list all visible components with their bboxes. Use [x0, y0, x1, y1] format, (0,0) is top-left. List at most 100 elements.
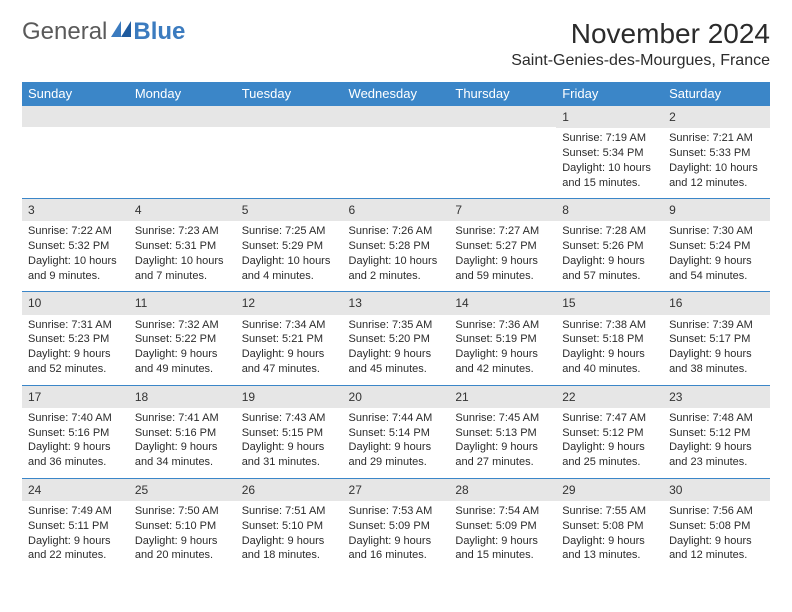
- sunrise-text: Sunrise: 7:34 AM: [242, 318, 337, 333]
- day-number: 30: [663, 479, 770, 501]
- sunrise-text: Sunrise: 7:36 AM: [455, 318, 550, 333]
- calendar-table: SundayMondayTuesdayWednesdayThursdayFrid…: [22, 82, 770, 571]
- daylight-text: Daylight: 9 hours and 54 minutes.: [669, 254, 764, 284]
- day-details: Sunrise: 7:28 AMSunset: 5:26 PMDaylight:…: [556, 221, 663, 291]
- day-number: 2: [663, 106, 770, 128]
- sunrise-text: Sunrise: 7:55 AM: [562, 504, 657, 519]
- sunrise-text: Sunrise: 7:53 AM: [349, 504, 444, 519]
- calendar-day-cell: .: [129, 106, 236, 199]
- daylight-text: Daylight: 9 hours and 13 minutes.: [562, 534, 657, 564]
- day-details: Sunrise: 7:49 AMSunset: 5:11 PMDaylight:…: [22, 501, 129, 571]
- sunset-text: Sunset: 5:09 PM: [455, 519, 550, 534]
- sunrise-text: Sunrise: 7:44 AM: [349, 411, 444, 426]
- day-number: 20: [343, 386, 450, 408]
- calendar-day-cell: 3Sunrise: 7:22 AMSunset: 5:32 PMDaylight…: [22, 199, 129, 292]
- calendar-day-cell: 14Sunrise: 7:36 AMSunset: 5:19 PMDayligh…: [449, 292, 556, 385]
- sunset-text: Sunset: 5:26 PM: [562, 239, 657, 254]
- calendar-day-cell: 24Sunrise: 7:49 AMSunset: 5:11 PMDayligh…: [22, 478, 129, 571]
- day-details: Sunrise: 7:39 AMSunset: 5:17 PMDaylight:…: [663, 315, 770, 385]
- sunrise-text: Sunrise: 7:48 AM: [669, 411, 764, 426]
- sunset-text: Sunset: 5:33 PM: [669, 146, 764, 161]
- day-details: Sunrise: 7:27 AMSunset: 5:27 PMDaylight:…: [449, 221, 556, 291]
- calendar-day-cell: 1Sunrise: 7:19 AMSunset: 5:34 PMDaylight…: [556, 106, 663, 199]
- day-details: Sunrise: 7:50 AMSunset: 5:10 PMDaylight:…: [129, 501, 236, 571]
- daylight-text: Daylight: 9 hours and 16 minutes.: [349, 534, 444, 564]
- daylight-text: Daylight: 9 hours and 47 minutes.: [242, 347, 337, 377]
- daylight-text: Daylight: 9 hours and 29 minutes.: [349, 440, 444, 470]
- day-details: Sunrise: 7:21 AMSunset: 5:33 PMDaylight:…: [663, 128, 770, 198]
- day-details: Sunrise: 7:45 AMSunset: 5:13 PMDaylight:…: [449, 408, 556, 478]
- calendar-day-cell: .: [236, 106, 343, 199]
- sunrise-text: Sunrise: 7:40 AM: [28, 411, 123, 426]
- calendar-head: SundayMondayTuesdayWednesdayThursdayFrid…: [22, 82, 770, 106]
- calendar-week-row: 10Sunrise: 7:31 AMSunset: 5:23 PMDayligh…: [22, 292, 770, 385]
- day-details: Sunrise: 7:25 AMSunset: 5:29 PMDaylight:…: [236, 221, 343, 291]
- day-details: Sunrise: 7:23 AMSunset: 5:31 PMDaylight:…: [129, 221, 236, 291]
- calendar-day-cell: 5Sunrise: 7:25 AMSunset: 5:29 PMDaylight…: [236, 199, 343, 292]
- day-details: Sunrise: 7:56 AMSunset: 5:08 PMDaylight:…: [663, 501, 770, 571]
- day-details: Sunrise: 7:44 AMSunset: 5:14 PMDaylight:…: [343, 408, 450, 478]
- calendar-day-cell: 22Sunrise: 7:47 AMSunset: 5:12 PMDayligh…: [556, 385, 663, 478]
- sunset-text: Sunset: 5:15 PM: [242, 426, 337, 441]
- day-number: 4: [129, 199, 236, 221]
- day-number: 28: [449, 479, 556, 501]
- sunset-text: Sunset: 5:12 PM: [562, 426, 657, 441]
- daylight-text: Daylight: 10 hours and 7 minutes.: [135, 254, 230, 284]
- daylight-text: Daylight: 9 hours and 34 minutes.: [135, 440, 230, 470]
- daylight-text: Daylight: 9 hours and 27 minutes.: [455, 440, 550, 470]
- calendar-day-cell: 10Sunrise: 7:31 AMSunset: 5:23 PMDayligh…: [22, 292, 129, 385]
- daylight-text: Daylight: 9 hours and 42 minutes.: [455, 347, 550, 377]
- daylight-text: Daylight: 9 hours and 22 minutes.: [28, 534, 123, 564]
- day-number: 12: [236, 292, 343, 314]
- title-block: November 2024 Saint-Genies-des-Mourgues,…: [511, 18, 770, 70]
- daylight-text: Daylight: 9 hours and 45 minutes.: [349, 347, 444, 377]
- calendar-day-cell: 17Sunrise: 7:40 AMSunset: 5:16 PMDayligh…: [22, 385, 129, 478]
- day-number: 15: [556, 292, 663, 314]
- day-details: Sunrise: 7:36 AMSunset: 5:19 PMDaylight:…: [449, 315, 556, 385]
- day-details: Sunrise: 7:35 AMSunset: 5:20 PMDaylight:…: [343, 315, 450, 385]
- calendar-day-cell: 6Sunrise: 7:26 AMSunset: 5:28 PMDaylight…: [343, 199, 450, 292]
- calendar-day-cell: .: [22, 106, 129, 199]
- logo-triangle-icon: [111, 21, 131, 37]
- daylight-text: Daylight: 9 hours and 59 minutes.: [455, 254, 550, 284]
- logo: General Blue: [22, 18, 185, 46]
- calendar-day-cell: 21Sunrise: 7:45 AMSunset: 5:13 PMDayligh…: [449, 385, 556, 478]
- sunset-text: Sunset: 5:08 PM: [562, 519, 657, 534]
- sunset-text: Sunset: 5:31 PM: [135, 239, 230, 254]
- day-details: Sunrise: 7:55 AMSunset: 5:08 PMDaylight:…: [556, 501, 663, 571]
- sunset-text: Sunset: 5:11 PM: [28, 519, 123, 534]
- sunrise-text: Sunrise: 7:35 AM: [349, 318, 444, 333]
- sunset-text: Sunset: 5:27 PM: [455, 239, 550, 254]
- day-details: Sunrise: 7:51 AMSunset: 5:10 PMDaylight:…: [236, 501, 343, 571]
- sunset-text: Sunset: 5:10 PM: [242, 519, 337, 534]
- daylight-text: Daylight: 9 hours and 49 minutes.: [135, 347, 230, 377]
- calendar-week-row: 3Sunrise: 7:22 AMSunset: 5:32 PMDaylight…: [22, 199, 770, 292]
- daylight-text: Daylight: 9 hours and 15 minutes.: [455, 534, 550, 564]
- daylight-text: Daylight: 9 hours and 18 minutes.: [242, 534, 337, 564]
- weekday-header: Thursday: [449, 82, 556, 106]
- calendar-day-cell: .: [449, 106, 556, 199]
- sunset-text: Sunset: 5:16 PM: [28, 426, 123, 441]
- calendar-day-cell: 19Sunrise: 7:43 AMSunset: 5:15 PMDayligh…: [236, 385, 343, 478]
- sunrise-text: Sunrise: 7:23 AM: [135, 224, 230, 239]
- calendar-week-row: .....1Sunrise: 7:19 AMSunset: 5:34 PMDay…: [22, 106, 770, 199]
- daylight-text: Daylight: 9 hours and 12 minutes.: [669, 534, 764, 564]
- daylight-text: Daylight: 9 hours and 52 minutes.: [28, 347, 123, 377]
- page-header: General Blue November 2024 Saint-Genies-…: [22, 18, 770, 70]
- sunset-text: Sunset: 5:29 PM: [242, 239, 337, 254]
- sunset-text: Sunset: 5:22 PM: [135, 332, 230, 347]
- day-number: 22: [556, 386, 663, 408]
- day-number: 14: [449, 292, 556, 314]
- day-details: Sunrise: 7:34 AMSunset: 5:21 PMDaylight:…: [236, 315, 343, 385]
- sunrise-text: Sunrise: 7:54 AM: [455, 504, 550, 519]
- calendar-day-cell: 27Sunrise: 7:53 AMSunset: 5:09 PMDayligh…: [343, 478, 450, 571]
- weekday-header: Monday: [129, 82, 236, 106]
- sunrise-text: Sunrise: 7:28 AM: [562, 224, 657, 239]
- day-details: Sunrise: 7:40 AMSunset: 5:16 PMDaylight:…: [22, 408, 129, 478]
- weekday-header: Tuesday: [236, 82, 343, 106]
- sunset-text: Sunset: 5:10 PM: [135, 519, 230, 534]
- calendar-day-cell: 8Sunrise: 7:28 AMSunset: 5:26 PMDaylight…: [556, 199, 663, 292]
- day-details: Sunrise: 7:41 AMSunset: 5:16 PMDaylight:…: [129, 408, 236, 478]
- sunset-text: Sunset: 5:18 PM: [562, 332, 657, 347]
- calendar-day-cell: 30Sunrise: 7:56 AMSunset: 5:08 PMDayligh…: [663, 478, 770, 571]
